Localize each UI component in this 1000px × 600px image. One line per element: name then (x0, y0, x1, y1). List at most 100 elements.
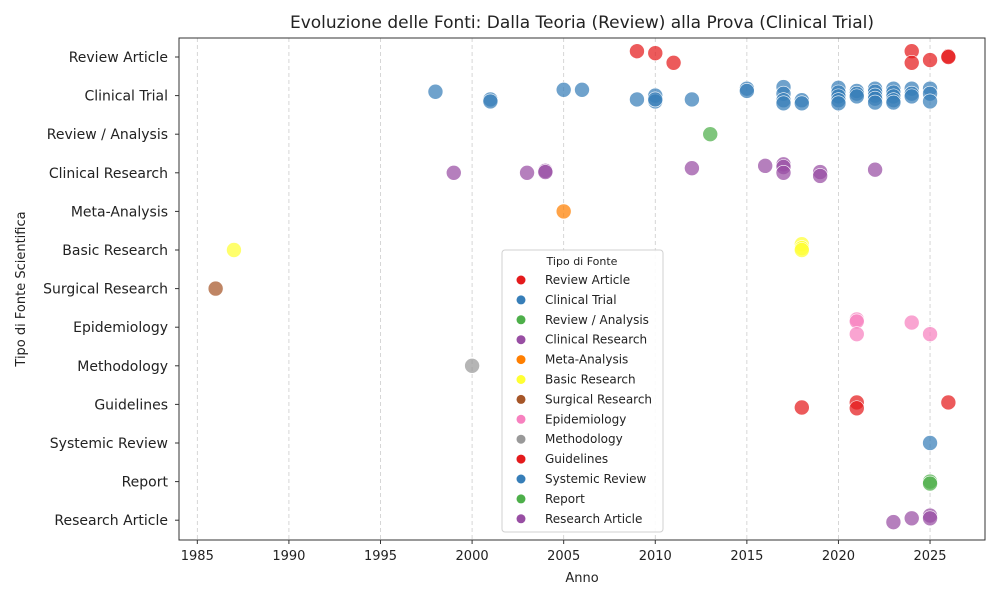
data-point (848, 326, 865, 342)
legend-label: Epidemiology (545, 412, 626, 426)
data-point (848, 400, 865, 417)
x-tick-label: 1995 (364, 549, 397, 564)
legend-label: Systemic Review (545, 472, 646, 486)
y-tick-label: Clinical Trial (84, 89, 168, 105)
legend-label: Review / Analysis (545, 313, 649, 327)
data-point (830, 95, 847, 112)
data-point (867, 161, 883, 178)
legend-marker (516, 335, 526, 345)
data-point (629, 43, 645, 60)
legend-label: Basic Research (545, 373, 636, 387)
data-point (665, 54, 682, 71)
data-points (207, 43, 957, 530)
data-point (812, 168, 828, 184)
data-point (867, 94, 883, 111)
data-point (684, 91, 700, 108)
y-tick-label: Epidemiology (73, 320, 168, 336)
data-point (739, 83, 755, 99)
y-tick-label: Review Article (69, 50, 168, 66)
x-axis-label: Anno (565, 571, 598, 586)
y-tick-label: Research Article (54, 513, 168, 529)
legend-title: Tipo di Fonte (546, 255, 618, 268)
data-point (903, 88, 920, 105)
legend-marker (516, 494, 526, 504)
legend-label: Guidelines (545, 452, 608, 466)
legend-label: Methodology (545, 432, 623, 446)
data-point (684, 160, 700, 176)
data-point (885, 94, 902, 111)
legend-marker (516, 514, 526, 524)
x-tick-label: 2000 (456, 549, 489, 564)
x-tick-label: 1990 (272, 549, 305, 564)
data-point (922, 93, 938, 110)
y-tick-label: Report (122, 475, 169, 491)
data-point (940, 394, 957, 411)
data-point (226, 242, 242, 258)
data-point (555, 203, 572, 220)
data-point (537, 164, 554, 180)
x-tick-label: 2025 (913, 549, 946, 564)
legend-items: Review Article Clinical Trial Review / Ana… (516, 273, 652, 526)
data-point (940, 49, 957, 65)
y-tick-label: Methodology (77, 359, 168, 375)
y-tick-label: Surgical Research (43, 282, 168, 298)
x-tick-label: 2020 (822, 549, 855, 564)
data-point (903, 510, 920, 527)
data-point (629, 91, 645, 108)
data-point (885, 514, 902, 530)
data-point (555, 82, 572, 98)
x-tick-label: 2010 (639, 549, 672, 564)
legend-marker (516, 315, 526, 325)
x-tick-label: 1985 (181, 549, 214, 564)
legend-marker (516, 275, 526, 285)
y-axis-label: Tipo di Fonte Scientifica (14, 211, 29, 367)
legend: Tipo di Fonte Review Article Clinical Tri… (501, 249, 664, 533)
x-tick-label: 2005 (547, 549, 580, 564)
legend-marker (516, 434, 526, 444)
data-point (922, 510, 938, 527)
data-point (922, 52, 938, 68)
data-point (702, 126, 719, 142)
data-point (647, 45, 664, 61)
legend-label: Meta-Analysis (545, 353, 628, 367)
legend-marker (516, 355, 526, 365)
data-point (922, 475, 938, 492)
data-point (427, 83, 444, 100)
legend-label: Research Article (545, 512, 642, 526)
legend-label: Clinical Research (545, 333, 647, 347)
legend-box (501, 249, 664, 533)
chart-title: Evoluzione delle Fonti: Dalla Teoria (Re… (290, 13, 874, 33)
legend-marker (516, 295, 526, 305)
data-point (207, 280, 224, 297)
y-tick-label: Meta-Analysis (71, 204, 168, 220)
data-point (903, 314, 920, 331)
y-tick-label: Clinical Research (49, 166, 168, 182)
data-point (922, 435, 938, 451)
legend-label: Report (545, 492, 585, 506)
data-point (519, 165, 535, 181)
y-tick-label: Systemic Review (50, 436, 168, 452)
legend-marker (516, 454, 526, 464)
y-tick-label: Basic Research (62, 243, 168, 259)
legend-marker (516, 375, 526, 384)
x-ticks: 1985 1990 1995 2000 2005 2010 2015 2020 2025 (181, 540, 947, 564)
data-point (445, 165, 462, 181)
data-point (794, 399, 810, 416)
data-point (794, 95, 810, 112)
y-tick-label: Review / Analysis (47, 127, 168, 143)
legend-marker (516, 394, 526, 404)
legend-label: Review Article (545, 273, 630, 287)
y-tick-label: Guidelines (94, 397, 168, 413)
data-point (903, 54, 920, 71)
data-point (757, 158, 773, 174)
x-tick-label: 2015 (730, 549, 763, 564)
legend-label: Clinical Trial (545, 293, 617, 307)
data-point (482, 93, 499, 110)
y-ticks: Review Article Clinical Trial Review / Ana… (43, 50, 179, 529)
legend-marker (516, 474, 526, 484)
legend-label: Surgical Research (545, 392, 652, 406)
data-point (775, 165, 792, 181)
data-point (464, 357, 480, 374)
data-point (574, 82, 590, 98)
